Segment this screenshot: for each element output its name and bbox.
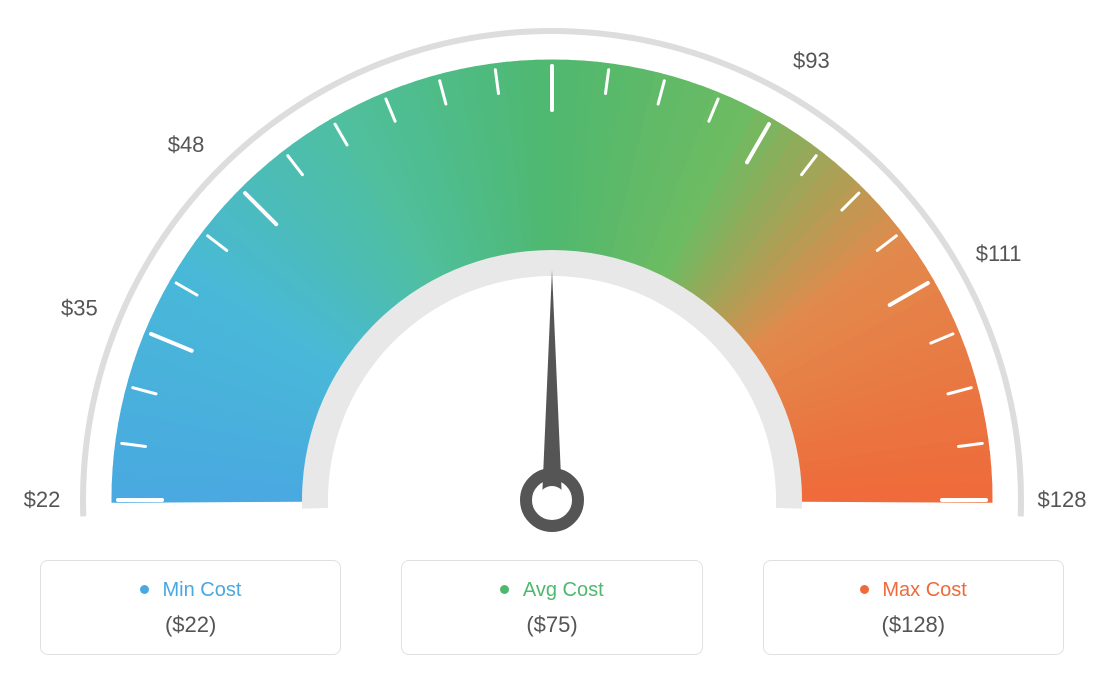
- legend-label-line-avg: Avg Cost: [402, 579, 701, 602]
- svg-text:$35: $35: [61, 295, 98, 320]
- legend-value-min: ($22): [41, 612, 340, 638]
- legend-bullet-min: [140, 585, 149, 594]
- svg-text:$22: $22: [24, 487, 61, 512]
- legend-label-max: Max Cost: [882, 579, 966, 601]
- legend-card-min: Min Cost ($22): [40, 560, 341, 655]
- gauge-svg: $22 $35 $48 $75 $93 $111 $128: [0, 0, 1104, 560]
- legend-label-line-max: Max Cost: [764, 579, 1063, 602]
- legend-card-avg: Avg Cost ($75): [401, 560, 702, 655]
- legend-bullet-max: [860, 585, 869, 594]
- legend-label-min: Min Cost: [162, 579, 241, 601]
- legend-value-avg: ($75): [402, 612, 701, 638]
- legend-row: Min Cost ($22) Avg Cost ($75) Max Cost (…: [0, 560, 1104, 655]
- svg-text:$128: $128: [1038, 487, 1087, 512]
- svg-text:$111: $111: [976, 241, 1022, 266]
- legend-bullet-avg: [500, 585, 509, 594]
- legend-label-line-min: Min Cost: [41, 579, 340, 602]
- gauge-needle-hub-hole: [538, 486, 566, 514]
- legend-card-max: Max Cost ($128): [763, 560, 1064, 655]
- svg-text:$93: $93: [793, 48, 830, 73]
- legend-value-max: ($128): [764, 612, 1063, 638]
- svg-text:$48: $48: [168, 132, 205, 157]
- gauge-needle: [542, 270, 562, 500]
- gauge-chart: $22 $35 $48 $75 $93 $111 $128: [0, 0, 1104, 560]
- svg-text:$75: $75: [534, 0, 571, 2]
- legend-label-avg: Avg Cost: [523, 579, 604, 601]
